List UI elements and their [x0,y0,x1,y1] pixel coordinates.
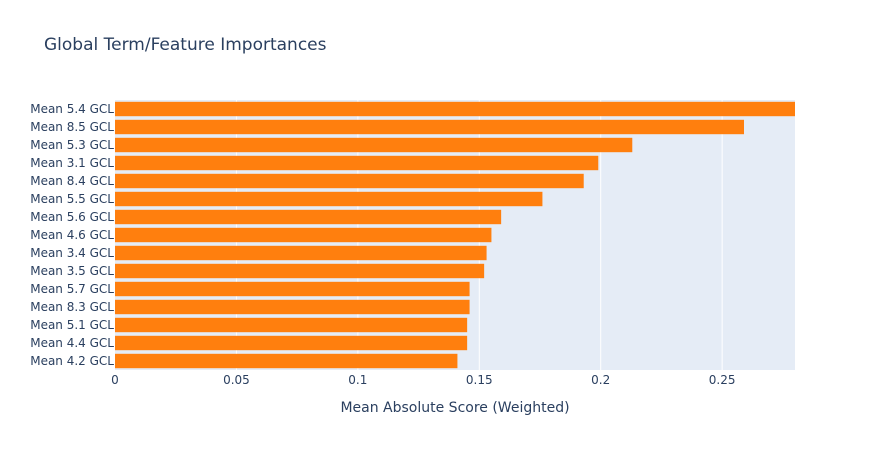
x-tick-label: 0 [111,373,119,387]
bar[interactable] [115,245,487,261]
x-axis-ticks: 0 0.05 0.1 0.15 0.2 0.25 [111,373,735,387]
bar[interactable] [115,209,502,225]
x-axis-label: Mean Absolute Score (Weighted) [340,400,569,416]
chart-title: Global Term/Feature Importances [44,35,327,55]
bars [115,101,795,369]
y-tick-label: Mean 5.6 GCL [30,210,114,224]
bar[interactable] [115,353,458,369]
y-tick-label: Mean 5.3 GCL [30,138,114,152]
y-tick-label: Mean 4.6 GCL [30,228,114,242]
y-tick-label: Mean 4.4 GCL [30,336,114,350]
bar[interactable] [115,281,470,297]
y-tick-label: Mean 3.5 GCL [30,264,114,278]
y-tick-label: Mean 8.4 GCL [30,174,114,188]
y-tick-label: Mean 3.4 GCL [30,246,114,260]
bar[interactable] [115,299,470,315]
y-axis-labels: Mean 5.4 GCL Mean 8.5 GCL Mean 5.3 GCL Mean… [30,102,114,368]
bar[interactable] [115,155,599,171]
y-tick-label: Mean 8.3 GCL [30,300,114,314]
y-tick-label: Mean 5.1 GCL [30,318,114,332]
bar[interactable] [115,263,485,279]
x-tick-label: 0.2 [591,373,610,387]
x-tick-label: 0.05 [223,373,250,387]
bar[interactable] [115,101,795,117]
bar[interactable] [115,335,468,351]
bar[interactable] [115,227,492,243]
y-tick-label: Mean 5.7 GCL [30,282,114,296]
y-tick-label: Mean 5.4 GCL [30,102,114,116]
y-tick-label: Mean 4.2 GCL [30,354,114,368]
y-tick-label: Mean 8.5 GCL [30,120,114,134]
bar[interactable] [115,119,744,135]
x-tick-label: 0.25 [709,373,736,387]
y-tick-label: Mean 5.5 GCL [30,192,114,206]
bar[interactable] [115,173,584,189]
bar[interactable] [115,191,543,207]
x-tick-label: 0.1 [348,373,367,387]
y-tick-label: Mean 3.1 GCL [30,156,114,170]
bar[interactable] [115,317,468,333]
x-tick-label: 0.15 [466,373,493,387]
bar[interactable] [115,137,633,153]
